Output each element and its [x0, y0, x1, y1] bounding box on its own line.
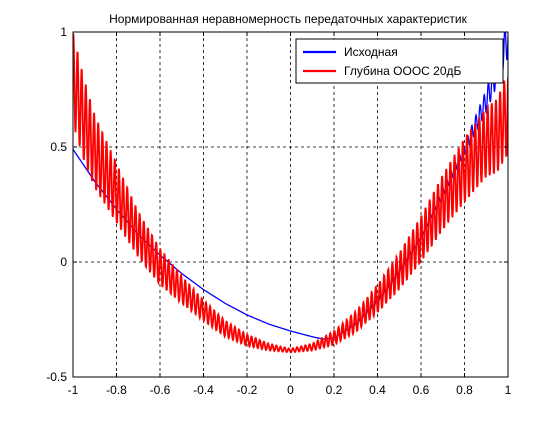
x-tick-label: 0.8: [456, 383, 473, 397]
legend-label-1: Глубина ОООС 20дБ: [344, 64, 462, 78]
chart-title: Нормированная неравномерность передаточн…: [109, 12, 467, 26]
x-tick-label: -0.6: [150, 383, 171, 397]
series-line-1: [73, 33, 508, 354]
legend-box: [295, 38, 504, 84]
x-tick-label: -0.8: [106, 383, 127, 397]
series-layer: [73, 32, 508, 354]
x-tick-label: -1: [68, 383, 79, 397]
x-tick-label: -0.4: [193, 383, 214, 397]
x-tick-label: 1: [505, 383, 512, 397]
x-tick-label: 0.4: [369, 383, 386, 397]
plot-area: [73, 32, 508, 377]
x-axis-ticks: -1 -0.8 -0.6 -0.4 -0.2 0 0.2 0.4 0.6 0.8 1: [68, 32, 512, 397]
y-tick-label: -0.5: [46, 370, 67, 384]
x-tick-label: -0.2: [237, 383, 258, 397]
y-tick-label: 1: [60, 25, 67, 39]
y-tick-label: 0: [60, 255, 67, 269]
plot-background: [73, 32, 508, 377]
x-tick-label: 0.2: [326, 383, 343, 397]
x-tick-label: 0.6: [413, 383, 430, 397]
y-axis-ticks: -0.5 0 0.5 1: [46, 25, 508, 384]
legend-label-0: Исходная: [344, 45, 398, 59]
y-tick-label: 0.5: [50, 140, 67, 154]
x-tick-label: 0: [287, 383, 294, 397]
legend: Исходная Глубина ОООС 20дБ: [295, 38, 504, 84]
